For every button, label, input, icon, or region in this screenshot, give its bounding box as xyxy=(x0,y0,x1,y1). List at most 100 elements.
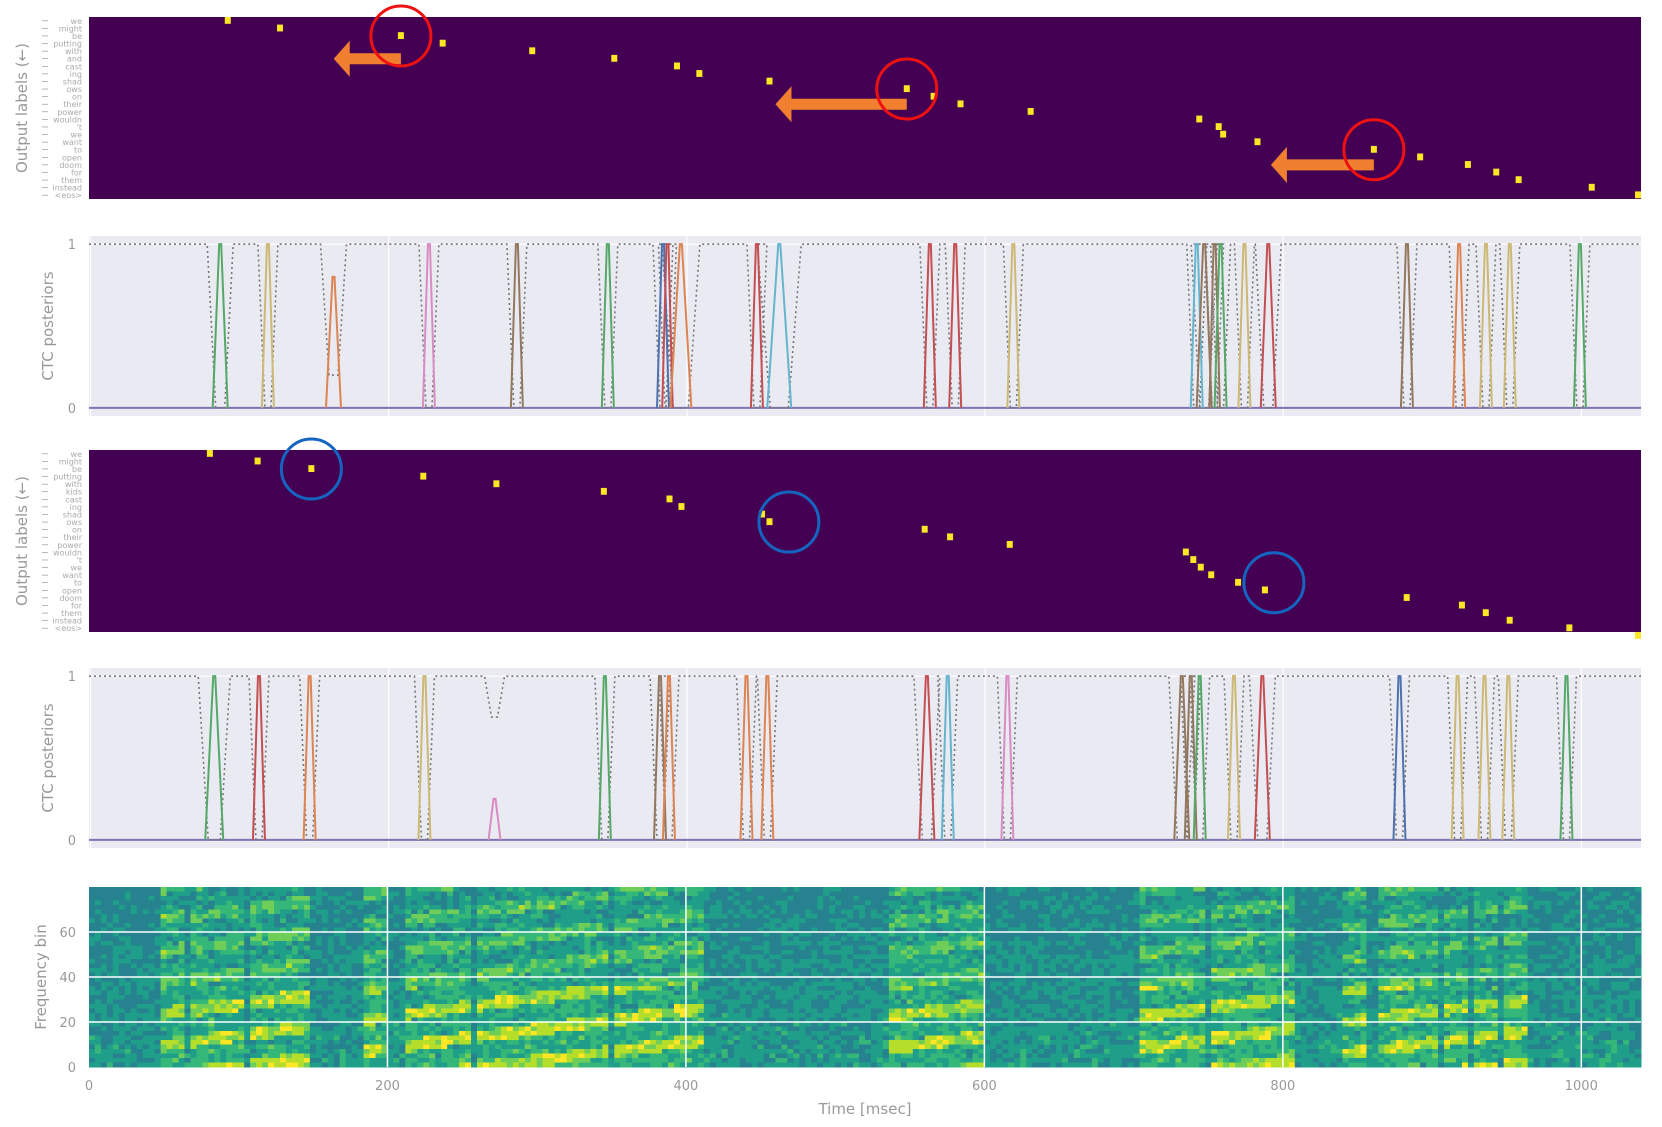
spectrogram-cell xyxy=(118,977,126,982)
spectrogram-cell xyxy=(632,927,639,933)
spectrogram-cell xyxy=(685,963,693,969)
spectrogram-cell xyxy=(632,1053,639,1059)
spectrogram-cell xyxy=(363,1004,371,1009)
spectrogram-cell xyxy=(494,977,502,982)
spectrogram-cell xyxy=(315,986,323,991)
spectrogram-cell xyxy=(638,918,645,924)
spectrogram-cell xyxy=(226,995,233,1000)
spectrogram-cell xyxy=(536,1062,544,1068)
spectrogram-cell xyxy=(787,900,794,906)
spectrogram-cell xyxy=(208,914,215,919)
spectrogram-cell xyxy=(238,1062,245,1068)
spectrogram-cell xyxy=(202,1022,209,1027)
spectrogram-cell xyxy=(393,954,400,960)
spectrogram-cell xyxy=(387,954,394,960)
spectrogram-cell xyxy=(572,986,579,991)
spectrogram-cell xyxy=(656,1013,663,1018)
spectrogram-cell xyxy=(500,936,508,942)
ytick-label: we xyxy=(71,131,83,140)
spectrogram-cell xyxy=(477,1031,484,1036)
spectrogram-cell xyxy=(512,1049,520,1054)
spectrogram-cell xyxy=(89,1040,96,1045)
spectrogram-cell xyxy=(471,990,478,996)
spectrogram-cell xyxy=(130,972,138,978)
spectrogram-cell xyxy=(118,936,126,942)
spectrogram-cell xyxy=(417,959,424,964)
spectrogram-cell xyxy=(297,1026,305,1032)
spectrogram-cell xyxy=(274,999,281,1005)
spectrogram-cell xyxy=(733,932,741,937)
spectrogram-cell xyxy=(238,981,245,987)
spectrogram-cell xyxy=(578,959,585,964)
spectrogram-cell xyxy=(429,1031,436,1036)
spectrogram-cell xyxy=(691,1040,699,1045)
spectrogram-cell xyxy=(477,941,484,946)
spectrogram-cell xyxy=(363,932,371,937)
spectrogram-cell xyxy=(178,968,186,973)
spectrogram-cell xyxy=(739,936,747,942)
spectrogram-cell xyxy=(256,1040,263,1045)
spectrogram-cell xyxy=(321,891,329,897)
spectrogram-cell xyxy=(697,986,705,991)
spectrogram-cell xyxy=(757,1044,765,1050)
spectrogram-cell xyxy=(739,986,747,991)
spectrogram-cell xyxy=(662,945,669,951)
spectrogram-cell xyxy=(244,1062,251,1068)
spectrogram-cell xyxy=(715,932,723,937)
ytick-label: to xyxy=(74,579,82,588)
spectrogram-cell xyxy=(232,945,239,951)
spectrogram-cell xyxy=(673,963,681,969)
blank-posterior-line xyxy=(89,243,1641,409)
spectrogram-cell xyxy=(632,986,639,991)
spectrogram-cell xyxy=(214,905,221,910)
spectrogram-cell xyxy=(357,977,365,982)
spectrogram-cell xyxy=(250,1008,257,1014)
spectrogram-cell xyxy=(650,977,657,982)
spectrogram-cell xyxy=(100,1040,108,1045)
attention-point xyxy=(666,495,673,503)
spectrogram-cell xyxy=(148,1022,156,1027)
spectrogram-cell xyxy=(178,1035,186,1041)
spectrogram-cell xyxy=(506,977,514,982)
spectrogram-cell xyxy=(745,977,753,982)
spectrogram-cell xyxy=(112,963,120,969)
spectrogram-cell xyxy=(124,936,132,942)
spectrogram-cell xyxy=(369,905,377,910)
spectrogram-cell xyxy=(668,1058,675,1063)
spectrogram-cell xyxy=(733,941,741,946)
spectrogram-cell xyxy=(100,990,108,996)
spectrogram-cell xyxy=(632,1040,639,1045)
spectrogram-cell xyxy=(333,900,341,906)
spectrogram-cell xyxy=(548,932,556,937)
spectrogram-cell xyxy=(226,1062,233,1068)
spectrogram-cell xyxy=(447,923,454,928)
spectrogram-cell xyxy=(560,977,568,982)
spectrogram-cell xyxy=(626,968,633,973)
spectrogram-cell xyxy=(572,1053,579,1059)
ytick-label: we xyxy=(71,17,83,26)
spectrogram-cell xyxy=(650,945,657,951)
spectrogram-cell xyxy=(626,909,633,915)
spectrogram-cell xyxy=(548,887,556,892)
spectrogram-cell xyxy=(650,1053,657,1059)
spectrogram-cell xyxy=(309,887,317,892)
spectrogram-cell xyxy=(375,950,382,955)
spectrogram-cell xyxy=(793,1026,800,1032)
spectrogram-cell xyxy=(560,954,568,960)
spectrogram-cell xyxy=(208,891,215,897)
spectrogram-cell xyxy=(309,1004,317,1009)
spectrogram-cell xyxy=(118,918,126,924)
spectrogram-cell xyxy=(381,1004,388,1009)
spectrogram-cell xyxy=(512,941,520,946)
spectrogram-cell xyxy=(697,1022,705,1027)
spectrogram-cell xyxy=(238,1049,245,1054)
spectrogram-cell xyxy=(590,909,597,915)
spectrogram-cell xyxy=(184,995,191,1000)
spectrogram-cell xyxy=(321,950,329,955)
ytick-label: shad xyxy=(63,510,82,519)
spectrogram-cell xyxy=(333,1049,341,1054)
spectrogram-cell xyxy=(679,909,687,915)
spectrogram-cell xyxy=(268,1040,275,1045)
spectrogram-cell xyxy=(375,1026,382,1032)
spectrogram-cell xyxy=(381,918,388,924)
